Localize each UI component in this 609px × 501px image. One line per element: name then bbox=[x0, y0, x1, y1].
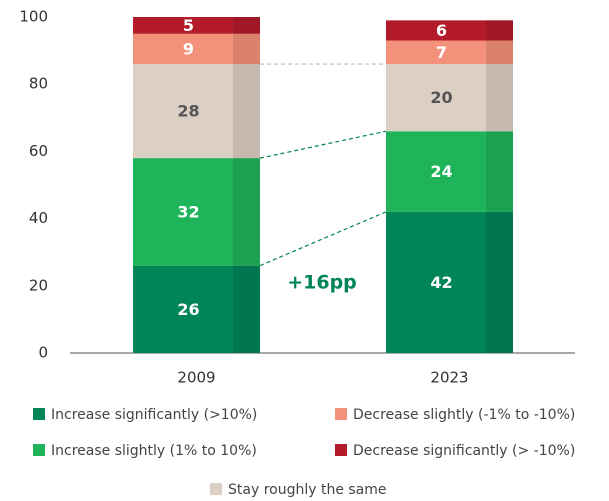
bar-shade bbox=[486, 131, 513, 212]
bar-shade bbox=[233, 33, 260, 65]
bar-shade bbox=[486, 64, 513, 132]
legend-swatch bbox=[210, 483, 222, 495]
legend-swatch bbox=[33, 408, 45, 420]
data-label: 20 bbox=[430, 88, 452, 107]
legend-label: Increase significantly (>10%) bbox=[51, 407, 257, 423]
bar-shade bbox=[486, 40, 513, 65]
data-label: 26 bbox=[177, 300, 199, 319]
y-tick-label: 20 bbox=[29, 276, 48, 294]
bar-shade bbox=[233, 265, 260, 353]
y-tick-label: 60 bbox=[29, 142, 48, 160]
legend-label: Stay roughly the same bbox=[228, 482, 387, 498]
legend-swatch bbox=[335, 408, 347, 420]
legend-swatch bbox=[33, 444, 45, 456]
data-label: 42 bbox=[430, 273, 452, 292]
legend-label: Increase slightly (1% to 10%) bbox=[51, 443, 257, 459]
data-label: 6 bbox=[436, 21, 447, 40]
legend-label: Decrease significantly (> -10%) bbox=[353, 443, 575, 459]
bar-segment bbox=[386, 211, 513, 353]
legend-swatch bbox=[335, 444, 347, 456]
x-tick-label: 2009 bbox=[177, 369, 215, 387]
bar-segment bbox=[133, 33, 260, 65]
annotation: +16pp bbox=[287, 272, 357, 294]
data-label: 28 bbox=[177, 102, 199, 121]
data-label: 32 bbox=[177, 202, 199, 221]
connector bbox=[259, 130, 387, 159]
data-label: 7 bbox=[436, 43, 447, 62]
x-tick-label: 2023 bbox=[430, 369, 468, 387]
y-tick-label: 0 bbox=[38, 344, 48, 362]
bar-shade bbox=[233, 158, 260, 266]
data-label: 24 bbox=[430, 162, 452, 181]
bar-shade bbox=[233, 64, 260, 159]
data-label: 5 bbox=[183, 16, 194, 35]
y-tick-label: 80 bbox=[29, 75, 48, 93]
bar-segment bbox=[386, 64, 513, 132]
bar-segment bbox=[133, 17, 260, 34]
bar-shade bbox=[233, 17, 260, 34]
bar-shade bbox=[486, 20, 513, 41]
bar-segment bbox=[133, 158, 260, 266]
data-label: 9 bbox=[183, 39, 194, 58]
bar-segment bbox=[133, 64, 260, 159]
y-tick-label: 40 bbox=[29, 209, 48, 227]
bar-segment bbox=[386, 20, 513, 41]
connector bbox=[259, 211, 387, 267]
y-tick-label: 100 bbox=[19, 8, 48, 26]
bar-segment bbox=[386, 131, 513, 212]
legend-label: Decrease slightly (-1% to -10%) bbox=[353, 407, 575, 423]
bar-segment bbox=[386, 40, 513, 65]
bar-segment bbox=[133, 265, 260, 353]
bar-shade bbox=[486, 211, 513, 353]
